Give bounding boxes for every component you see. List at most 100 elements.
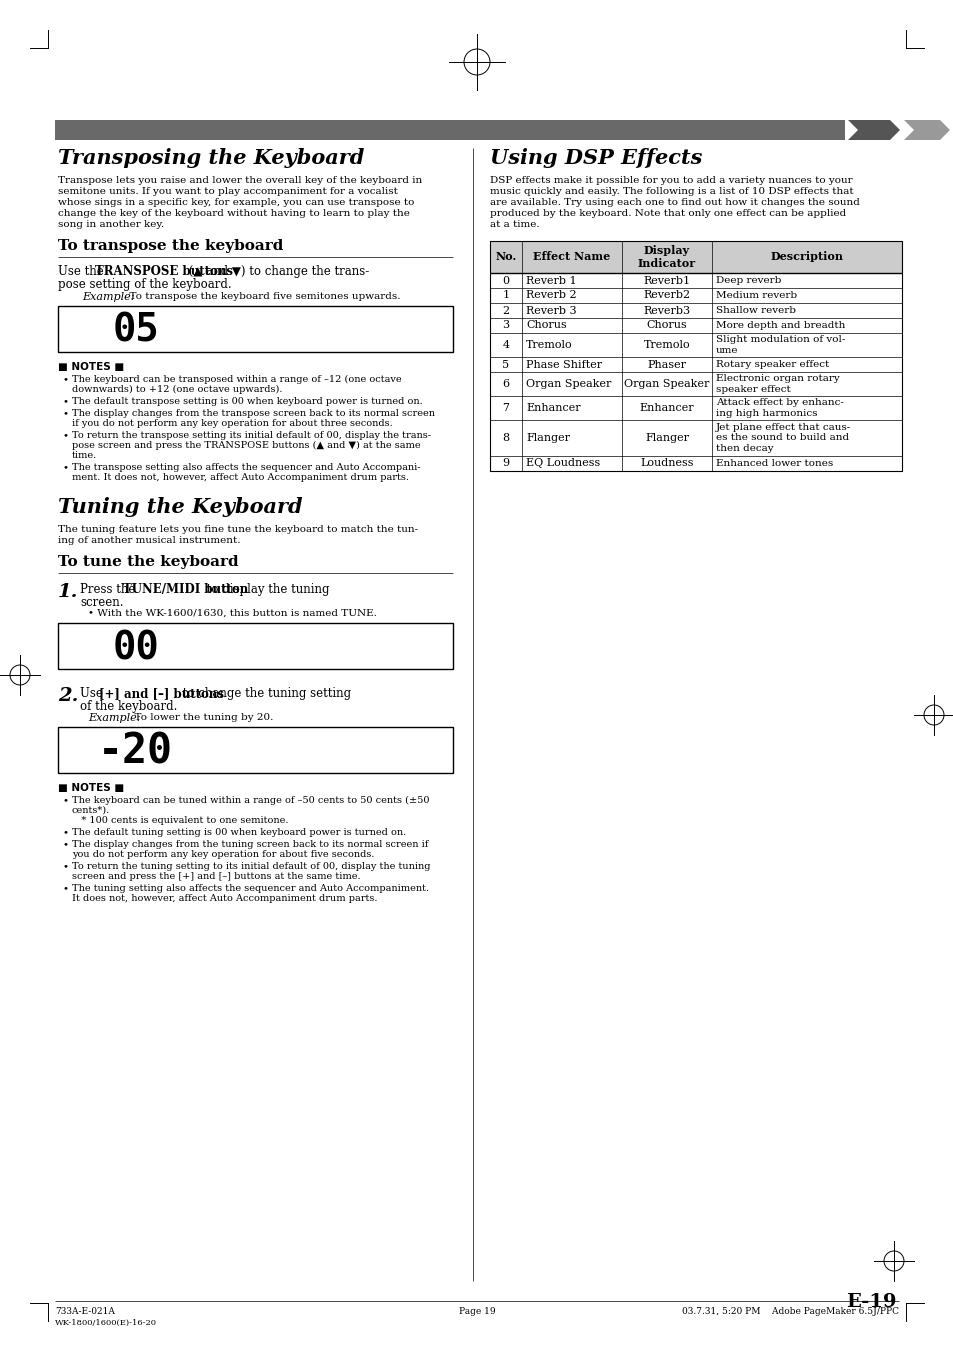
Bar xyxy=(58,623,453,669)
Text: 05: 05 xyxy=(112,312,159,350)
Text: 2: 2 xyxy=(502,305,509,316)
Text: Reverb 2: Reverb 2 xyxy=(525,290,576,300)
Text: WK-1800/1600(E)-16-20: WK-1800/1600(E)-16-20 xyxy=(55,1319,157,1327)
Text: screen and press the [+] and [–] buttons at the same time.: screen and press the [+] and [–] buttons… xyxy=(71,871,360,881)
Text: Enhancer: Enhancer xyxy=(639,403,694,413)
Text: are available. Try using each one to find out how it changes the sound: are available. Try using each one to fin… xyxy=(490,199,859,207)
Text: pose screen and press the TRANSPOSE buttons (▲ and ▼) at the same: pose screen and press the TRANSPOSE butt… xyxy=(71,440,420,450)
Text: music quickly and easily. The following is a list of 10 DSP effects that: music quickly and easily. The following … xyxy=(490,186,853,196)
Text: (▲ and ▼) to change the trans-: (▲ and ▼) to change the trans- xyxy=(185,265,369,278)
Text: Jet plane effect that caus-
es the sound to build and
then decay: Jet plane effect that caus- es the sound… xyxy=(716,423,850,453)
Text: pose setting of the keyboard.: pose setting of the keyboard. xyxy=(58,278,232,290)
Text: To transpose the keyboard five semitones upwards.: To transpose the keyboard five semitones… xyxy=(123,292,400,301)
Text: if you do not perform any key operation for about three seconds.: if you do not perform any key operation … xyxy=(71,419,393,428)
Text: The keyboard can be tuned within a range of –50 cents to 50 cents (±50: The keyboard can be tuned within a range… xyxy=(71,796,429,805)
Text: 2.: 2. xyxy=(58,688,78,705)
Text: The display changes from the transpose screen back to its normal screen: The display changes from the transpose s… xyxy=(71,409,435,417)
Text: Tuning the Keyboard: Tuning the Keyboard xyxy=(58,497,302,517)
Polygon shape xyxy=(847,120,899,141)
Text: downwards) to +12 (one octave upwards).: downwards) to +12 (one octave upwards). xyxy=(71,385,282,394)
Text: •: • xyxy=(63,463,69,471)
Text: Reverb1: Reverb1 xyxy=(642,276,690,285)
Text: to change the tuning setting: to change the tuning setting xyxy=(179,688,351,700)
Text: To return the tuning setting to its initial default of 00, display the tuning: To return the tuning setting to its init… xyxy=(71,862,430,871)
Text: 4: 4 xyxy=(502,340,509,350)
Bar xyxy=(490,240,901,471)
Text: Reverb 1: Reverb 1 xyxy=(525,276,576,285)
Text: •: • xyxy=(63,862,69,871)
Text: Organ Speaker: Organ Speaker xyxy=(525,380,611,389)
Text: Shallow reverb: Shallow reverb xyxy=(716,305,795,315)
Text: It does not, however, affect Auto Accompaniment drum parts.: It does not, however, affect Auto Accomp… xyxy=(71,894,377,902)
Text: Use: Use xyxy=(80,688,107,700)
Text: of the keyboard.: of the keyboard. xyxy=(80,700,177,713)
Bar xyxy=(58,305,453,353)
Text: Chorus: Chorus xyxy=(646,320,687,331)
Text: ■ NOTES ■: ■ NOTES ■ xyxy=(58,784,124,793)
Text: Display
Indicator: Display Indicator xyxy=(638,245,696,269)
Text: ■ NOTES ■: ■ NOTES ■ xyxy=(58,362,124,372)
Text: Organ Speaker: Organ Speaker xyxy=(623,380,709,389)
Text: • With the WK-1600/1630, this button is named TUNE.: • With the WK-1600/1630, this button is … xyxy=(88,609,376,617)
Text: •: • xyxy=(63,840,69,848)
Text: Slight modulation of vol-
ume: Slight modulation of vol- ume xyxy=(716,335,844,355)
Text: To return the transpose setting its initial default of 00, display the trans-: To return the transpose setting its init… xyxy=(71,431,431,440)
Text: EQ Loudness: EQ Loudness xyxy=(525,458,599,469)
Text: The default transpose setting is 00 when keyboard power is turned on.: The default transpose setting is 00 when… xyxy=(71,397,422,407)
Text: •: • xyxy=(63,397,69,407)
Text: Press the: Press the xyxy=(80,584,139,596)
Text: Effect Name: Effect Name xyxy=(533,251,610,262)
Text: * 100 cents is equivalent to one semitone.: * 100 cents is equivalent to one semiton… xyxy=(71,816,288,825)
Text: •: • xyxy=(63,828,69,838)
Text: No.: No. xyxy=(495,251,517,262)
Text: Loudness: Loudness xyxy=(639,458,693,469)
Text: TRANSPOSE buttons: TRANSPOSE buttons xyxy=(95,265,233,278)
Text: Flanger: Flanger xyxy=(644,434,688,443)
Text: Enhanced lower tones: Enhanced lower tones xyxy=(716,459,832,467)
Text: The tuning feature lets you fine tune the keyboard to match the tun-: The tuning feature lets you fine tune th… xyxy=(58,526,417,534)
Text: Page 19: Page 19 xyxy=(458,1306,495,1316)
Text: 3: 3 xyxy=(502,320,509,331)
Polygon shape xyxy=(903,120,949,141)
Text: •: • xyxy=(63,884,69,893)
Text: 9: 9 xyxy=(502,458,509,469)
Text: Medium reverb: Medium reverb xyxy=(716,290,797,300)
Text: Attack effect by enhanc-
ing high harmonics: Attack effect by enhanc- ing high harmon… xyxy=(716,399,843,417)
Text: TUNE/MIDI button: TUNE/MIDI button xyxy=(123,584,248,596)
Text: The default tuning setting is 00 when keyboard power is turned on.: The default tuning setting is 00 when ke… xyxy=(71,828,406,838)
Text: to display the tuning: to display the tuning xyxy=(203,584,329,596)
Text: DSP effects make it possible for you to add a variety nuances to your: DSP effects make it possible for you to … xyxy=(490,176,852,185)
Text: 7: 7 xyxy=(502,403,509,413)
Text: Reverb 3: Reverb 3 xyxy=(525,305,576,316)
Text: 00: 00 xyxy=(112,630,159,667)
Text: 8: 8 xyxy=(502,434,509,443)
Text: Phaser: Phaser xyxy=(647,359,686,370)
Text: you do not perform any key operation for about five seconds.: you do not perform any key operation for… xyxy=(71,850,375,859)
Text: Phase Shifter: Phase Shifter xyxy=(525,359,601,370)
Text: [+] and [–] buttons: [+] and [–] buttons xyxy=(99,688,224,700)
Text: The display changes from the tuning screen back to its normal screen if: The display changes from the tuning scre… xyxy=(71,840,428,848)
Text: Using DSP Effects: Using DSP Effects xyxy=(490,149,701,168)
Text: 1: 1 xyxy=(502,290,509,300)
Text: song in another key.: song in another key. xyxy=(58,220,164,230)
Text: change the key of the keyboard without having to learn to play the: change the key of the keyboard without h… xyxy=(58,209,410,218)
Text: -20: -20 xyxy=(98,731,172,773)
Text: The tuning setting also affects the sequencer and Auto Accompaniment.: The tuning setting also affects the sequ… xyxy=(71,884,429,893)
Text: screen.: screen. xyxy=(80,596,123,609)
Text: The keyboard can be transposed within a range of –12 (one octave: The keyboard can be transposed within a … xyxy=(71,376,401,384)
Text: Rotary speaker effect: Rotary speaker effect xyxy=(716,359,828,369)
Text: Transpose lets you raise and lower the overall key of the keyboard in: Transpose lets you raise and lower the o… xyxy=(58,176,422,185)
Text: cents*).: cents*). xyxy=(71,807,111,815)
Text: Enhancer: Enhancer xyxy=(525,403,580,413)
Text: whose sings in a specific key, for example, you can use transpose to: whose sings in a specific key, for examp… xyxy=(58,199,414,207)
Text: Example:: Example: xyxy=(82,292,134,303)
Text: 03.7.31, 5:20 PM    Adobe PageMaker 6.5J/PPC: 03.7.31, 5:20 PM Adobe PageMaker 6.5J/PP… xyxy=(681,1306,898,1316)
Text: Use the: Use the xyxy=(58,265,108,278)
Text: 733A-E-021A: 733A-E-021A xyxy=(55,1306,114,1316)
Text: E-19: E-19 xyxy=(845,1293,896,1310)
Text: Reverb2: Reverb2 xyxy=(642,290,690,300)
Text: ing of another musical instrument.: ing of another musical instrument. xyxy=(58,536,240,544)
Text: Tremolo: Tremolo xyxy=(643,340,690,350)
Bar xyxy=(58,727,453,773)
Text: •: • xyxy=(63,409,69,417)
